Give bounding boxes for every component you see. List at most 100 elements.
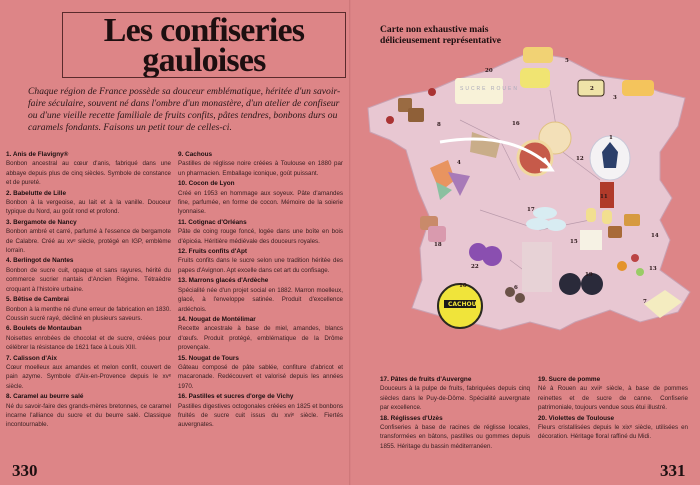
list-item: 16. Pastilles et sucres d'orge de Vichy P… [178,392,343,430]
map-label: 4 [457,160,461,166]
caramel-wrapper-icon [386,116,394,124]
nougat-montelimar-icon [624,214,640,226]
list-item: 7. Calisson d'Aix Cœur moelleux aux amand… [6,354,171,392]
item-text: Fleurs cristallisées depuis le xixᵉ sièc… [538,424,688,441]
cachou-lettering: CACHOU [448,301,477,308]
title-line-2: gauloises [142,42,266,78]
list-item: 9. Cachous Pastilles de réglisse noire cr… [178,150,343,178]
sucre-lettering: SUCRE ROUEN [460,86,519,92]
reglisse-roll-icon [581,273,603,295]
list-item: 18. Réglisses d'Uzès Confiseries à base d… [380,414,530,452]
violette-icon [482,246,502,266]
map-label: 3 [613,95,617,101]
title-box: Les confiseries gauloises [62,12,346,78]
item-title: 16. Pastilles et sucres d'orge de Vichy [178,393,294,401]
item-text: Bonbon à la menthe né d'une erreur de fa… [6,305,171,322]
nougat-montelimar-icon [608,226,622,238]
item-title: 9. Cachous [178,151,213,158]
list-item: 10. Cocon de Lyon Créé en 1953 en hommage… [178,179,343,217]
item-title: 4. Berlingot de Nantes [6,257,74,265]
betise-candy-icon [520,68,550,88]
item-title: 13. Marrons glacés d'Ardèche [178,277,269,285]
map-label: 1 [609,135,613,141]
berlingot-icon [436,182,452,200]
item-title: 5. Bêtise de Cambrai [6,296,69,304]
map-label: 2 [590,86,594,92]
list-item: 17. Pâtes de fruits d'Auvergne Douceurs à… [380,375,530,413]
list-item: 19. Sucre de pomme Né à Rouen au xviiᵉ si… [538,375,688,413]
anis-tin-illustration [602,142,618,168]
bergamote-icon [622,80,654,96]
caramel-icon [408,108,424,122]
list-item: 15. Nougat de Tours Gâteau composé de pât… [178,354,343,392]
item-text: Fruits confits dans le sucre selon une t… [178,257,343,274]
list-item: 2. Babelutte de Lille Bonbon à la vergeoi… [6,189,171,217]
item-title: 10. Cocon de Lyon [178,180,235,188]
page-gutter [349,0,351,485]
list-item: 4. Berlingot de Nantes Bonbon de sucre cu… [6,256,171,294]
item-text: Pastilles digestives octogonales créées … [178,402,343,429]
item-text: Bonbon de sucre cuit, opaque et sans ray… [6,266,171,293]
cocon-icon [586,208,596,222]
map-label: 20 [485,68,493,74]
map-label: 16 [512,121,520,127]
berlingot-icon [448,172,470,196]
france-candy-map: SUCRE ROUEN [360,30,700,350]
sucre-pomme-box-icon [455,78,503,104]
item-text: Bonbon à la vergeoise, au lait et à la v… [6,199,171,216]
list-item: 1. Anis de Flavigny® Bonbon ancestral au … [6,150,171,188]
map-label: 14 [651,233,659,239]
list-item: 14. Nougat de Montélimar Recette ancestra… [178,315,343,353]
map-title: Carte non exhaustive mais délicieusement… [380,24,502,46]
page-number-right: 331 [660,461,686,480]
cocon-box-icon [600,182,614,208]
item-title: 12. Fruits confits d'Apt [178,248,247,256]
list-item: 13. Marrons glacés d'Ardèche Spécialité n… [178,276,343,314]
pate-fruit-icon [546,219,566,231]
item-title: 3. Bergamote de Nancy [6,218,77,226]
babelutte-icon [577,79,605,97]
pate-fruit-icon [533,207,557,219]
item-title: 7. Calisson d'Aix [6,354,57,362]
item-text: Né du savoir-faire des grands-mères bret… [6,402,171,429]
list-item: 5. Bêtise de Cambrai Bonbon à la menthe n… [6,295,171,323]
fruit-confit-icon [631,254,639,262]
pate-fruit-icon [526,218,550,230]
map-label: 19 [585,272,593,278]
map-label: 22 [471,264,479,270]
item-text: Gâteau composé de pâte sablée, confiture… [178,363,343,390]
boulet-icon [505,287,515,297]
list-item: 6. Boulets de Montauban Noisettes enrobée… [6,324,171,352]
column-4: 19. Sucre de pomme Né à Rouen au xviiᵉ si… [538,375,688,443]
calisson-icon [644,290,682,318]
item-title: 6. Boulets de Montauban [6,325,82,333]
france-outline [367,51,691,331]
map-label: 12 [576,156,584,162]
reglisse-roll-icon [559,273,581,295]
marron-glace-icon [580,230,602,250]
item-title: 11. Cotignac d'Orléans [178,218,247,226]
list-item: 12. Fruits confits d'Apt Fruits confits d… [178,247,343,275]
caramel-icon [398,98,412,112]
item-text: Cœur moelleux aux amandes et melon confi… [6,363,171,390]
cachou-band [444,300,476,308]
fruit-confit-icon [636,268,644,276]
map-label: 15 [570,239,578,245]
item-title: 2. Babelutte de Lille [6,189,67,197]
betise-wrapper-icon [523,47,553,63]
item-text: Confiseries à base de racines de régliss… [380,424,530,450]
item-text: Douceurs à la pulpe de fruits, fabriquée… [380,385,530,412]
map-illustration: SUCRE ROUEN [367,47,691,331]
item-text: Pastilles de réglisse noire créées à Tou… [178,160,343,177]
item-title: 14. Nougat de Montélimar [178,315,256,323]
arrow-icon [439,137,552,168]
item-text: Bonbon ambré et carré, parfumé à l'essen… [6,228,171,255]
fruit-confit-icon [617,261,627,271]
map-label: 10 [459,283,467,289]
map-label: 13 [649,266,657,272]
item-title: 19. Sucre de pomme [538,376,601,383]
map-label: 8 [437,122,441,128]
list-item: 11. Cotignac d'Orléans Pâte de coing roug… [178,218,343,246]
item-text: Né à Rouen au xviiᵉ siècle, à base de po… [538,385,688,412]
item-title: 15. Nougat de Tours [178,354,239,362]
